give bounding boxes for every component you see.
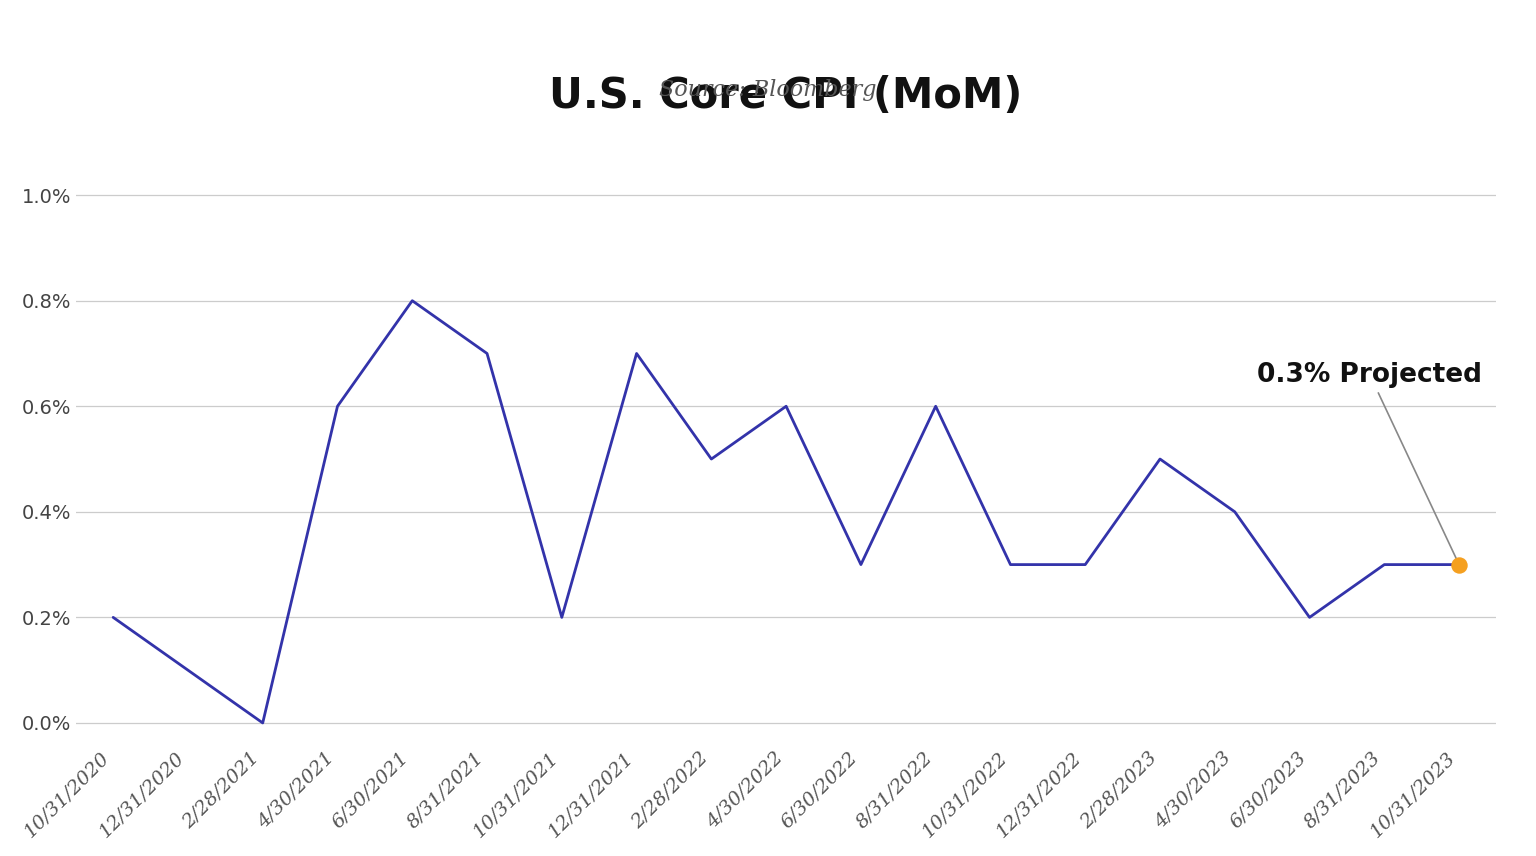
Point — [1447, 558, 1471, 572]
Title: U.S. Core CPI (MoM): U.S. Core CPI (MoM) — [550, 75, 1023, 117]
Text: Source: Bloomberg: Source: Bloomberg — [659, 79, 877, 101]
Text: 0.3% Projected: 0.3% Projected — [1256, 361, 1482, 562]
